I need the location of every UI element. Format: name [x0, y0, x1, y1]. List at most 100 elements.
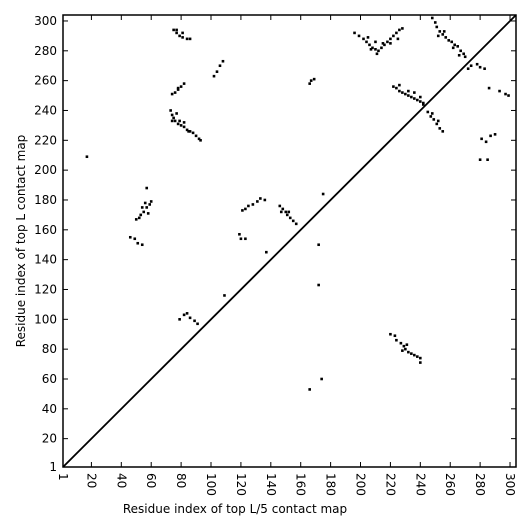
contact-point	[392, 34, 395, 38]
contact-point	[357, 34, 361, 38]
contact-point	[128, 235, 132, 239]
contact-point	[389, 42, 392, 45]
y-tick-label: 140	[34, 253, 57, 267]
contact-point	[176, 88, 180, 91]
contact-point	[362, 37, 365, 41]
contact-point	[435, 25, 439, 29]
contact-point	[486, 158, 489, 161]
x-tick-label: 100	[204, 473, 218, 496]
contact-point	[498, 89, 501, 93]
contact-point	[199, 139, 202, 142]
contact-point	[176, 86, 180, 90]
contact-point	[419, 100, 422, 103]
contact-point	[398, 89, 401, 93]
contact-point	[462, 52, 465, 56]
contact-point	[182, 82, 186, 85]
contact-point	[85, 155, 89, 159]
contact-point	[398, 28, 401, 32]
contact-point	[317, 283, 320, 287]
contact-point	[404, 92, 407, 96]
contact-point	[284, 210, 288, 214]
contact-point	[188, 37, 192, 41]
contact-point	[146, 212, 150, 215]
contact-point	[259, 197, 262, 200]
contact-point	[489, 134, 492, 138]
contact-point	[441, 130, 445, 133]
contact-point	[475, 62, 479, 66]
contact-point	[133, 237, 137, 241]
contact-point	[478, 65, 482, 69]
contact-point	[413, 97, 416, 100]
x-tick-label: 160	[294, 473, 308, 496]
contact-point	[309, 79, 313, 82]
y-axis-label: Residue index of top L contact map	[14, 135, 28, 348]
contact-point	[413, 353, 416, 357]
x-tick-label: 60	[144, 473, 158, 488]
contact-point	[369, 48, 373, 51]
contact-point	[380, 46, 383, 50]
x-tick-label: 180	[324, 473, 338, 496]
contact-point	[145, 186, 149, 190]
contact-point	[401, 349, 404, 352]
contact-point	[169, 109, 172, 112]
contact-point	[170, 113, 174, 117]
contact-point	[287, 210, 291, 214]
y-tick-label: 280	[34, 44, 57, 58]
contact-point	[389, 37, 392, 41]
contact-point	[480, 137, 483, 141]
y-tick-label: 240	[34, 103, 57, 117]
contact-point	[148, 203, 152, 206]
contact-point	[185, 37, 189, 41]
x-axis-label: Residue index of top L/5 contact map	[123, 502, 347, 516]
contact-point	[416, 355, 419, 358]
x-tick-label: 80	[174, 473, 188, 488]
contact-point	[182, 121, 186, 124]
contact-point	[263, 198, 267, 202]
contact-point	[172, 28, 175, 32]
contact-point	[238, 232, 241, 236]
y-tick-label: 300	[34, 14, 57, 28]
contact-point	[193, 319, 196, 323]
contact-point	[407, 94, 410, 97]
y-tick-label: 120	[34, 282, 57, 296]
contact-point	[407, 350, 410, 354]
contact-point	[142, 210, 146, 214]
contact-point	[241, 209, 244, 212]
contact-point	[256, 200, 259, 203]
contact-point	[402, 344, 406, 348]
contact-point	[281, 207, 285, 211]
y-tick-label: 200	[34, 163, 57, 177]
contact-point	[172, 116, 175, 120]
contact-point	[413, 91, 416, 94]
contact-point	[381, 42, 385, 45]
contact-point	[422, 101, 425, 105]
contact-point	[137, 216, 141, 220]
contact-point	[374, 48, 377, 51]
contact-point	[291, 219, 295, 223]
contact-point	[493, 133, 497, 136]
contact-point	[438, 30, 442, 33]
contact-point	[451, 46, 455, 50]
contact-point	[321, 192, 325, 196]
contact-point	[407, 89, 410, 93]
contact-point	[436, 34, 440, 38]
contact-point	[188, 130, 192, 133]
contact-point	[239, 237, 243, 241]
contact-point	[456, 45, 459, 48]
contact-point	[182, 313, 186, 317]
contact-point	[294, 222, 298, 226]
contact-point	[185, 128, 189, 132]
contact-point	[221, 59, 225, 63]
contact-point	[182, 125, 186, 129]
contact-point	[457, 53, 461, 57]
contact-point	[416, 98, 419, 102]
contact-point	[176, 122, 180, 126]
contact-point	[212, 74, 216, 78]
y-tick-label: 20	[42, 432, 57, 446]
contact-point	[317, 243, 320, 247]
contact-point	[436, 119, 440, 123]
contact-point	[308, 82, 311, 85]
contact-point	[389, 332, 392, 336]
contact-point	[312, 77, 316, 81]
x-tick-label: 140	[264, 473, 278, 496]
